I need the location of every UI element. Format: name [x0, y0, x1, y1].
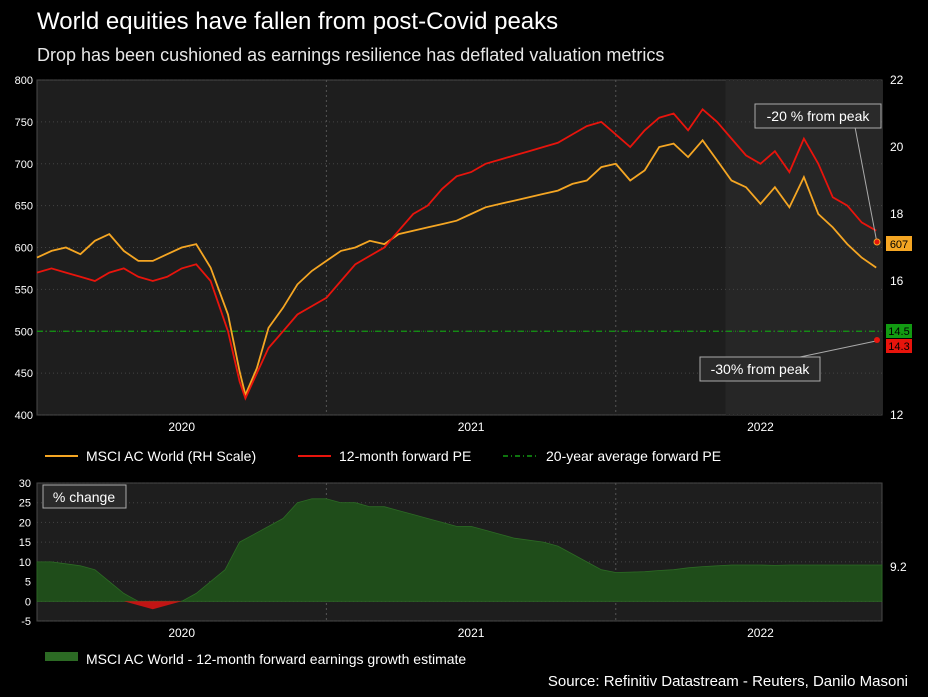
annotation-30-text: -30% from peak: [711, 361, 811, 377]
lower-tick-label: 15: [19, 537, 31, 549]
pct-change-label: % change: [53, 489, 115, 505]
annotation-20-box: [754, 103, 882, 129]
right-tick-label: 20: [890, 140, 904, 154]
lower-axis-labels: -5 0 5 10 15 20 25 30 2020 2021 2022: [19, 478, 774, 640]
left-tick-label: 800: [15, 75, 33, 87]
lower-tick-label: 30: [19, 478, 31, 490]
upper-x-tick-label: 2022: [747, 420, 774, 434]
legend-label-msci: MSCI AC World (RH Scale): [86, 448, 256, 464]
pct-change-box: [42, 484, 127, 509]
lower-tick-label: 10: [19, 557, 31, 569]
lower-tick-label: 25: [19, 498, 31, 510]
left-tick-label: 550: [15, 284, 33, 296]
lower-tick-label: 5: [25, 577, 31, 589]
lower-tick-label: -5: [21, 616, 31, 628]
msci-end-badge: [886, 236, 912, 251]
avg-end-label: 14.5: [888, 326, 909, 338]
lower-tick-label: 20: [19, 517, 31, 529]
right-tick-label: 22: [890, 73, 904, 87]
growth-end-label: 9.2: [890, 560, 907, 574]
annotation-20-text: -20 % from peak: [767, 108, 871, 124]
left-tick-label: 650: [15, 201, 33, 213]
growth-negative-area: [123, 601, 182, 610]
left-tick-label: 700: [15, 159, 33, 171]
right-tick-label: 12: [890, 408, 904, 422]
msci-end-label: 607: [890, 239, 908, 251]
right-tick-label: 16: [890, 274, 904, 288]
left-tick-label: 400: [15, 410, 33, 422]
avg-end-badge: [886, 324, 912, 338]
annotation-30-pointer: [799, 340, 877, 358]
chart-subtitle: Drop has been cushioned as earnings resi…: [37, 45, 665, 65]
lower-x-tick-label: 2021: [458, 626, 485, 640]
left-tick-label: 450: [15, 368, 33, 380]
legend-label-growth: MSCI AC World - 12-month forward earning…: [86, 651, 466, 667]
pe-end-badge: [886, 339, 912, 353]
legend-label-avg: 20-year average forward PE: [546, 448, 721, 464]
lower-x-tick-label: 2022: [747, 626, 774, 640]
legend-swatch-growth: [45, 652, 78, 661]
pe-end-marker: [874, 337, 880, 343]
pe-end-label: 14.3: [888, 341, 909, 353]
upper-x-tick-label: 2020: [168, 420, 195, 434]
right-tick-label: 18: [890, 207, 904, 221]
chart-title: World equities have fallen from post-Cov…: [37, 8, 559, 35]
legend-label-pe: 12-month forward PE: [339, 448, 471, 464]
pe-line: [36, 107, 877, 401]
source-note: Source: Refinitiv Datastream - Reuters, …: [547, 673, 908, 690]
left-tick-label: 600: [15, 243, 33, 255]
left-tick-label: 500: [15, 326, 33, 338]
msci-line: [36, 138, 877, 398]
annotation-20-pointer: [854, 126, 878, 244]
lower-tick-label: 0: [25, 596, 31, 608]
msci-end-marker: [873, 238, 881, 246]
annotation-30-box: [699, 356, 821, 382]
lower-x-tick-label: 2020: [168, 626, 195, 640]
upper-x-tick-label: 2021: [458, 420, 485, 434]
left-tick-label: 750: [15, 117, 33, 129]
